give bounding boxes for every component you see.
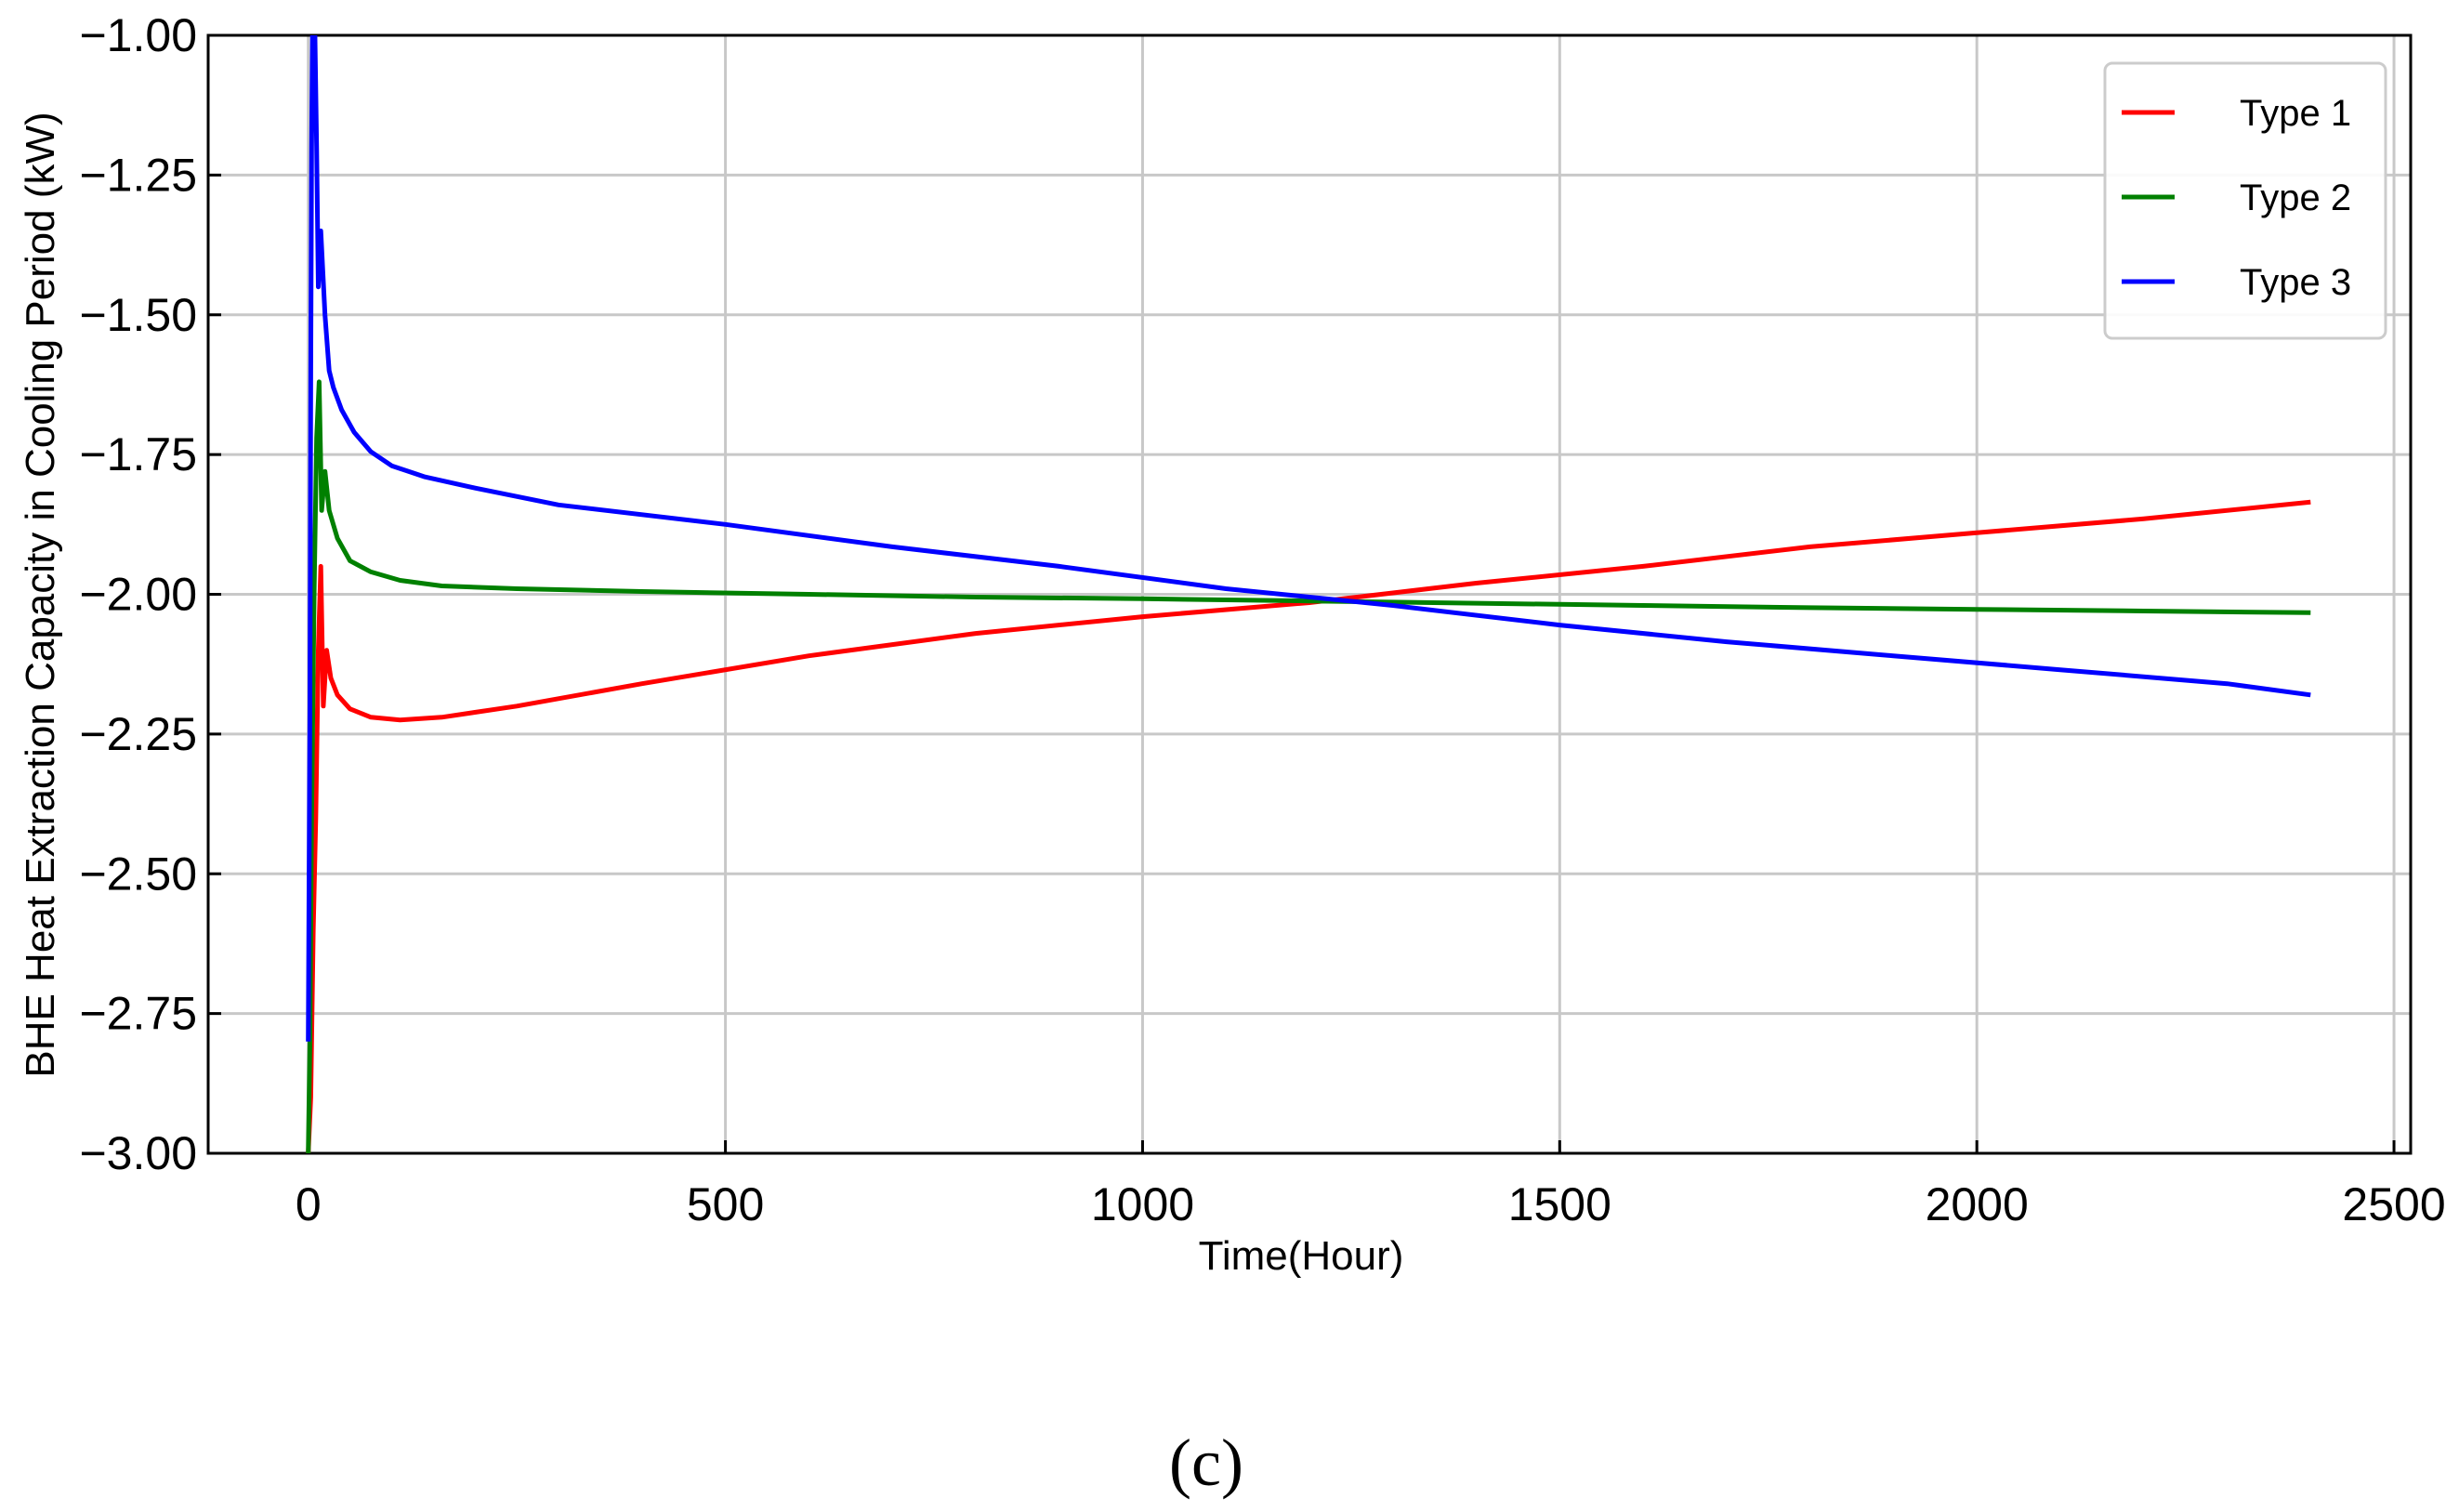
series-lines [306,35,2311,1153]
legend-label-type-1: Type 1 [2240,93,2351,134]
series-line-type-2 [306,379,2311,1153]
x-tick-label: 1500 [1508,1178,1611,1230]
x-tick-label: 2000 [1926,1178,2029,1230]
grid-lines [208,33,2411,1155]
y-axis-ticks: −3.00 −2.75 −2.50 −2.25 −2.00 −1.75 −1.50 −1.25… [79,9,221,1179]
legend: Type 1 Type 2 Type 3 [2103,61,2387,340]
x-tick-label: 500 [687,1178,764,1230]
figure-caption: (c) [1169,1426,1243,1500]
legend-label-type-3: Type 3 [2240,262,2351,303]
x-axis-title: Time(Hour) [1199,1233,1404,1279]
y-tick-label: −2.25 [79,708,197,760]
y-axis-title: BHE Heat Extraction Capacity in Cooling … [18,112,63,1077]
y-tick-label: −2.00 [79,569,197,621]
y-tick-label: −3.00 [79,1127,197,1179]
series-line-type-1 [306,499,2311,1153]
x-tick-label: 2500 [2342,1178,2445,1230]
x-tick-label: 0 [296,1178,322,1230]
y-tick-label: −2.75 [79,988,197,1040]
legend-box [2103,61,2387,340]
y-tick-label: −1.25 [79,149,197,201]
y-tick-label: −2.50 [79,848,197,900]
y-tick-label: −1.00 [79,9,197,61]
y-tick-label: −1.75 [79,428,197,480]
x-tick-label: 1000 [1091,1178,1194,1230]
y-tick-label: −1.50 [79,289,197,341]
legend-label-type-2: Type 2 [2240,177,2351,218]
x-axis-ticks: 0 500 1000 1500 2000 2500 [296,1140,2446,1230]
series-line-type-3 [306,35,2311,1042]
